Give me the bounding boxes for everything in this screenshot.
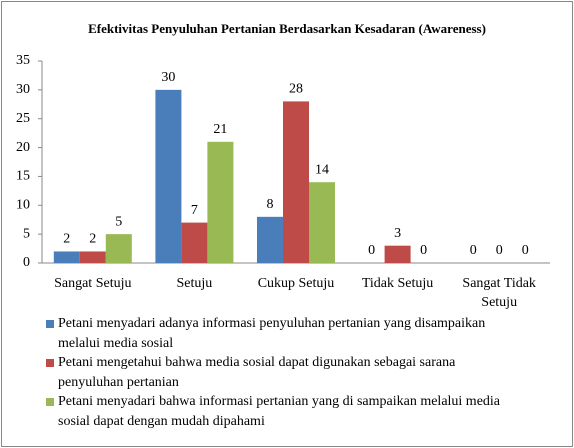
data-label: 5 xyxy=(115,214,122,229)
x-tick-label: Setuju xyxy=(176,276,213,291)
legend-label: Petani menyadari bahwa informasi pertani… xyxy=(58,394,501,429)
legend-swatch xyxy=(46,398,54,406)
bar xyxy=(283,101,309,264)
y-tick-label: 30 xyxy=(16,82,30,97)
data-label: 7 xyxy=(191,203,198,218)
data-label: 30 xyxy=(161,70,175,85)
bar xyxy=(105,234,132,263)
data-label: 0 xyxy=(420,243,427,258)
data-label: 0 xyxy=(368,243,375,258)
data-label: 14 xyxy=(315,162,329,177)
bar xyxy=(53,251,80,263)
data-label: 0 xyxy=(522,243,529,258)
x-tick-label: Sangat Tidak Setuju xyxy=(462,276,536,310)
legend-item: Petani menyadari bahwa informasi pertani… xyxy=(46,392,516,431)
data-label: 28 xyxy=(289,82,303,97)
y-tick-label: 35 xyxy=(16,53,30,68)
x-tick-label: Cukup Setuju xyxy=(257,276,335,291)
bar xyxy=(155,89,182,263)
chart-title: Efektivitas Penyuluhan Pertanian Berdasa… xyxy=(88,21,486,36)
y-tick-label: 5 xyxy=(23,226,30,241)
bar xyxy=(181,222,208,263)
bar xyxy=(257,216,283,263)
legend-label: Petani menyadari adanya informasi penyul… xyxy=(58,316,486,351)
bar xyxy=(384,245,411,263)
data-label: 0 xyxy=(470,243,477,258)
legend-swatch xyxy=(46,320,54,328)
bar xyxy=(207,141,234,263)
y-tick-label: 0 xyxy=(23,255,30,270)
bar xyxy=(79,251,106,263)
legend: Petani menyadari adanya informasi penyul… xyxy=(46,314,516,431)
x-tick-label: Sangat Setuju xyxy=(54,276,132,291)
bar xyxy=(309,182,335,263)
data-label: 2 xyxy=(63,232,70,247)
legend-label: Petani mengetahui bahwa media sosial dap… xyxy=(58,355,456,390)
data-label: 8 xyxy=(267,197,274,212)
y-tick-label: 15 xyxy=(16,169,30,184)
data-label: 3 xyxy=(394,226,401,241)
data-label: 2 xyxy=(89,232,96,247)
y-tick-label: 10 xyxy=(16,198,30,213)
data-label: 0 xyxy=(496,243,503,258)
legend-item: Petani mengetahui bahwa media sosial dap… xyxy=(46,353,516,392)
x-tick-label: Tidak Setuju xyxy=(361,276,434,291)
legend-item: Petani menyadari adanya informasi penyul… xyxy=(46,314,516,353)
y-tick-label: 20 xyxy=(16,140,30,155)
data-label: 21 xyxy=(213,122,227,137)
y-tick-label: 25 xyxy=(16,111,30,126)
legend-swatch xyxy=(46,359,54,367)
